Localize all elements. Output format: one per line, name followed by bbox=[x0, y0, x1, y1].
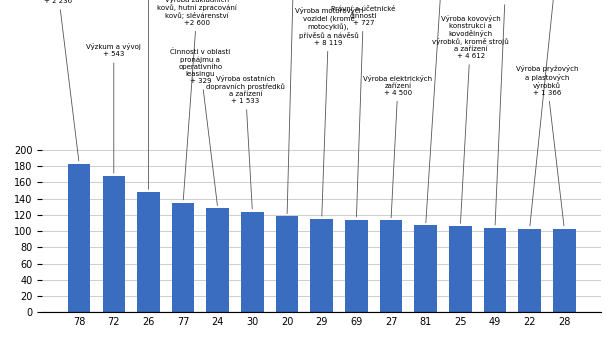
Bar bbox=[137, 192, 160, 312]
Bar bbox=[172, 203, 194, 312]
Text: Výroba elektrických
zařízení
+ 4 500: Výroba elektrických zařízení + 4 500 bbox=[364, 75, 433, 218]
Text: Výroba chemických
látek a chemických
přípravků
+ 1 575: Výroba chemických látek a chemických pří… bbox=[260, 0, 328, 214]
Bar bbox=[206, 208, 229, 312]
Bar bbox=[103, 176, 125, 312]
Bar bbox=[345, 220, 368, 312]
Bar bbox=[484, 228, 506, 312]
Bar bbox=[68, 164, 90, 312]
Text: Výroba strojů
a zařízení j. n.
+1 208: Výroba strojů a zařízení j. n. +1 208 bbox=[530, 0, 582, 226]
Text: Výroba základních
kovů, hutní zpracování
kovů; slévárenství
+2 600: Výroba základních kovů, hutní zpracování… bbox=[157, 0, 237, 200]
Text: Výroba ostatních
dopravních prostředků
a zařízení
+ 1 533: Výroba ostatních dopravních prostředků a… bbox=[206, 75, 285, 209]
Text: Právní a účetnické
činnosti
+ 727: Právní a účetnické činnosti + 727 bbox=[331, 6, 396, 217]
Bar bbox=[553, 229, 575, 312]
Bar bbox=[518, 229, 541, 312]
Text: Činnosti v oblasti
pronájmu a
operativního
leasingu
+ 329: Činnosti v oblasti pronájmu a operativní… bbox=[171, 49, 231, 205]
Text: Výroba motorových
vozidel (kromě
motocyklů),
přívěsů a návěsů
+ 8 119: Výroba motorových vozidel (kromě motocyk… bbox=[294, 7, 363, 216]
Bar bbox=[380, 220, 402, 312]
Text: Výzkum a vývoj
+ 543: Výzkum a vývoj + 543 bbox=[86, 43, 141, 173]
Bar bbox=[449, 226, 472, 312]
Text: Činnosti související
se zaměstnáním
+ 2 236: Činnosti související se zaměstnáním + 2 … bbox=[25, 0, 92, 161]
Text: Pozemní a
potrubní doprava
+ 1 891: Pozemní a potrubní doprava + 1 891 bbox=[475, 0, 535, 225]
Bar bbox=[241, 212, 263, 312]
Bar bbox=[276, 217, 298, 312]
Text: Výroba kovových
konstrukcí a
kovodělných
výrobků, kromě strojů
a zařízení
+ 4 61: Výroba kovových konstrukcí a kovodělných… bbox=[432, 15, 509, 223]
Bar bbox=[310, 219, 333, 312]
Text: Výroba pryžových
a plastových
výrobků
+ 1 366: Výroba pryžových a plastových výrobků + … bbox=[516, 65, 578, 226]
Text: Činnosti související
se stavbami
a úpravou krajiny
+ 441: Činnosti související se stavbami a úprav… bbox=[410, 0, 476, 222]
Text: Výroba počítačů,
elektronických
a optických přístrojů
a zařízení
+ 5 905: Výroba počítačů, elektronických a optick… bbox=[113, 0, 184, 189]
Bar bbox=[415, 225, 437, 312]
